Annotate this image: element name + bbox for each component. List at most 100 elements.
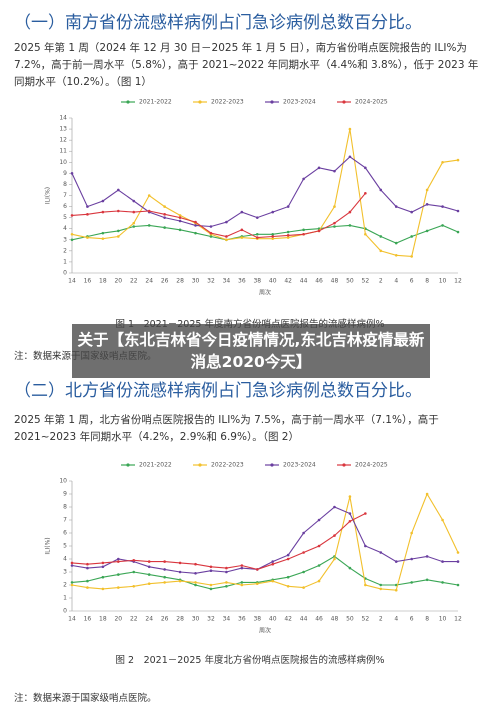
x-tick-label: 42 [284,278,292,285]
paragraph: 2025 年第 1 周，北方省份哨点医院报告的 ILI%为 7.5%，高于前一周… [14,414,439,443]
point [132,199,136,203]
point [286,553,290,557]
point [147,194,151,197]
point [456,209,460,213]
legend-marker [270,100,274,104]
point [132,225,136,228]
heading: （二）北方省份流感样病例占门急诊病例总数百分比。 [14,381,422,401]
point [441,518,444,522]
point [394,560,398,563]
y-tick-label: 5 [63,214,67,221]
point [394,253,398,257]
x-tick-label: 8 [425,278,429,285]
x-tick-label: 48 [331,278,339,285]
point [117,188,120,192]
y-tick-label: 1 [63,258,67,265]
x-tick-label: 34 [223,616,231,623]
point [163,226,166,229]
point [225,238,228,242]
x-tick-label: 14 [68,616,76,623]
point [70,583,74,587]
legend-label: 2023-2024 [283,462,316,469]
point [240,236,244,239]
point [286,234,290,237]
point [147,560,151,563]
point [70,561,74,565]
series-line [71,513,366,570]
x-tick-label: 42 [284,616,292,623]
caption: 图 2 2021－2025 年度北方省份哨点医院报告的流感样病例% [115,655,385,666]
point [101,231,105,235]
point [317,229,321,233]
point [209,583,213,587]
y-tick-label: 2 [63,582,67,589]
point [163,205,166,208]
x-tick-label: 40 [269,278,277,285]
legend-label: 2023-2024 [283,99,316,106]
chart: 2021-2022 2022-2023 2023-2024 2024-20250123… [45,99,462,297]
y-tick-label: 3 [63,236,67,243]
point [194,220,197,224]
point [147,224,151,227]
point [410,255,413,258]
x-tick-label: 30 [192,616,200,623]
x-tick-label: 36 [238,278,246,285]
point [255,216,259,219]
point [101,199,105,203]
point [271,232,275,236]
x-axis-label: 周次 [259,289,271,297]
x-tick-label: 16 [84,616,92,623]
point [240,566,244,570]
point [225,220,228,224]
point [286,230,290,234]
point [425,555,429,558]
point [271,237,275,240]
x-tick-label: 32 [207,616,215,623]
overlay-title: 关于【东北吉林省今日疫情情况,东北吉林疫情最新消息2020今天】 [72,324,430,378]
legend-label: 2021-2022 [139,462,172,469]
point [209,565,213,569]
y-tick-label: 6 [63,203,67,210]
y-tick-label: 14 [59,115,67,122]
x-tick-label: 8 [425,616,429,623]
point [410,531,413,535]
x-tick-label: 22 [130,616,138,623]
point [456,560,460,563]
point [178,228,182,232]
point [178,561,182,565]
point [271,579,275,583]
heading: （一）南方省份流感样病例占门急诊病例总数百分比。 [14,13,422,33]
point [101,237,105,240]
point [348,566,352,570]
point [101,587,105,591]
point [441,560,444,563]
point [302,531,305,535]
point [194,583,197,587]
point [117,560,120,563]
point [364,544,367,548]
legend-marker [342,463,346,467]
point [333,225,336,228]
x-tick-label: 44 [300,616,308,623]
point [147,565,151,569]
y-tick-label: 10 [59,478,67,485]
point [178,219,182,223]
point [348,127,352,131]
point [255,568,259,571]
y-tick-label: 6 [63,530,67,537]
x-tick-label: 38 [253,616,261,623]
point [225,566,228,570]
x-tick-label: 6 [410,278,414,285]
legend-label: 2022-2023 [211,462,244,469]
series-line [71,555,459,590]
y-tick-label: 4 [63,556,67,563]
point [209,231,213,235]
legend-label: 2024-2025 [355,99,388,106]
point [348,495,352,498]
point [379,587,383,591]
y-tick-label: 7 [63,192,67,199]
x-tick-label: 20 [114,616,122,623]
point [225,570,228,574]
point [86,205,89,208]
y-tick-label: 8 [63,181,67,188]
